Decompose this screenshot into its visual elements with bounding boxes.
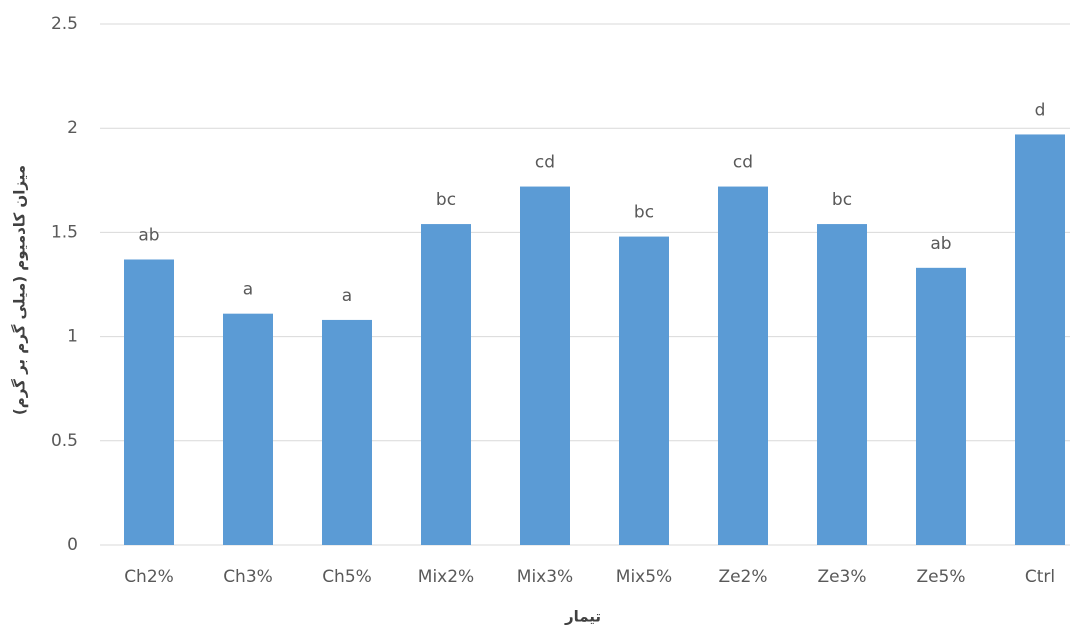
significance-letter: bc bbox=[436, 190, 456, 210]
significance-letter: bc bbox=[634, 203, 654, 223]
bar bbox=[223, 313, 273, 545]
significance-letter: a bbox=[243, 280, 253, 300]
x-tick-label: Ze3% bbox=[817, 567, 866, 587]
significance-letter: d bbox=[1035, 100, 1046, 120]
x-axis-title: تیمار bbox=[564, 608, 601, 626]
bar bbox=[322, 319, 372, 545]
x-tick-label: Mix5% bbox=[616, 567, 672, 587]
x-tick-label: Ctrl bbox=[1025, 567, 1055, 587]
x-tick-label: Ch2% bbox=[124, 567, 174, 587]
significance-letter: ab bbox=[930, 234, 951, 254]
significance-letter: cd bbox=[535, 153, 555, 173]
bar bbox=[916, 267, 966, 545]
y-tick-label: 0.5 bbox=[51, 431, 78, 451]
bar bbox=[817, 224, 867, 545]
x-tick-label: Mix3% bbox=[517, 567, 573, 587]
significance-letter: ab bbox=[138, 225, 159, 245]
bar bbox=[520, 186, 570, 545]
x-tick-label: Mix2% bbox=[418, 567, 474, 587]
x-tick-label: Ze2% bbox=[718, 567, 767, 587]
y-tick-label: 1 bbox=[67, 327, 78, 347]
significance-letter: cd bbox=[733, 153, 753, 173]
y-tick-label: 0 bbox=[67, 535, 78, 555]
significance-letter: bc bbox=[832, 190, 852, 210]
y-tick-label: 2.5 bbox=[51, 14, 78, 34]
y-tick-label: 1.5 bbox=[51, 222, 78, 242]
x-tick-label: Ch5% bbox=[322, 567, 372, 587]
bar bbox=[718, 186, 768, 545]
bar bbox=[124, 259, 174, 545]
y-axis-title: میزان کادمیوم (میلی گرم بر گرم) bbox=[11, 165, 29, 415]
bar bbox=[421, 224, 471, 545]
y-tick-label: 2 bbox=[67, 118, 78, 138]
x-tick-label: Ch3% bbox=[223, 567, 273, 587]
significance-letter: a bbox=[342, 286, 352, 306]
x-tick-label: Ze5% bbox=[916, 567, 965, 587]
bar bbox=[619, 236, 669, 545]
bar bbox=[1015, 134, 1065, 545]
